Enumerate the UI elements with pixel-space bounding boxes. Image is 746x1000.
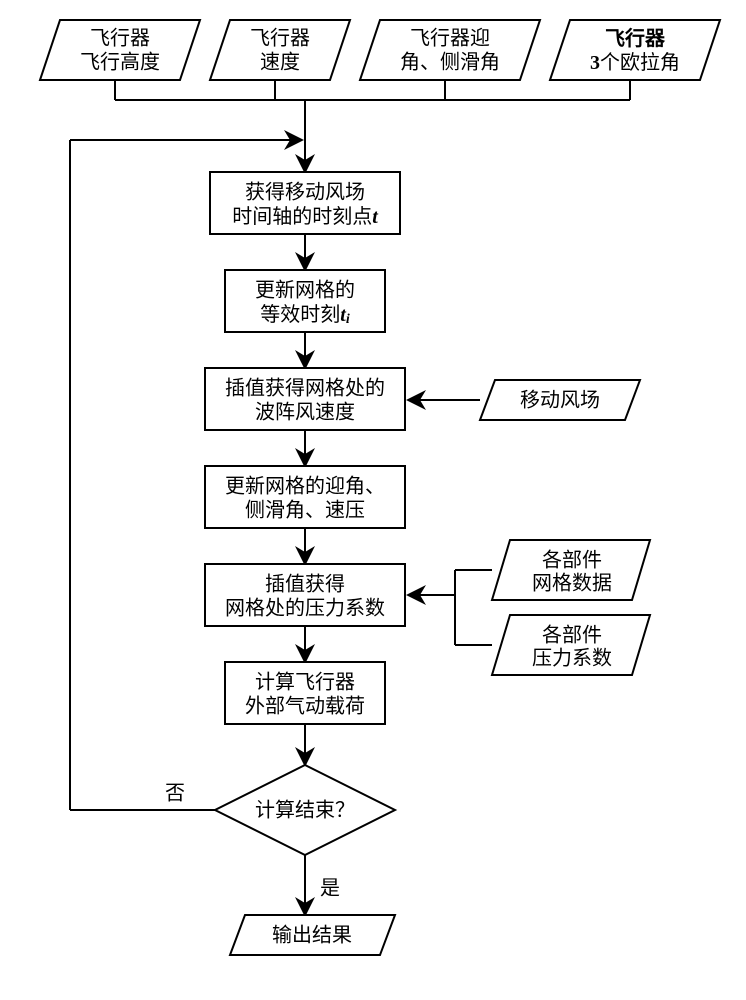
side-pressure-coef: 各部件 压力系数 bbox=[492, 615, 650, 675]
side-windfield-text: 移动风场 bbox=[520, 389, 600, 412]
decision-text: 计算结束？ bbox=[255, 799, 355, 822]
step2-line2: 等效时刻ti bbox=[260, 303, 350, 328]
side-windfield: 移动风场 bbox=[480, 380, 640, 420]
input-altitude-line1: 飞行器 bbox=[90, 27, 150, 50]
step5-line1: 插值获得 bbox=[265, 573, 345, 596]
input-speed-line1: 飞行器 bbox=[250, 27, 310, 50]
input-altitude: 飞行器 飞行高度 bbox=[40, 20, 200, 80]
step3-line2: 波阵风速度 bbox=[255, 401, 355, 424]
step2-box: 更新网格的 等效时刻ti bbox=[225, 270, 385, 332]
decision-yes-label: 是 bbox=[320, 878, 340, 900]
input-speed-line2: 速度 bbox=[260, 51, 300, 74]
step3-line1: 插值获得网格处的 bbox=[225, 377, 385, 400]
step4-line1: 更新网格的迎角、 bbox=[225, 475, 385, 498]
step5-box: 插值获得 网格处的压力系数 bbox=[205, 564, 405, 626]
input-euler-line1: 飞行器 bbox=[605, 26, 666, 50]
side-pcoef-line1: 各部件 bbox=[542, 624, 602, 647]
step3-box: 插值获得网格处的 波阵风速度 bbox=[205, 368, 405, 430]
input-angles-line1: 飞行器迎 bbox=[410, 27, 490, 50]
output-text: 输出结果 bbox=[272, 924, 352, 947]
input-angles: 飞行器迎 角、侧滑角 bbox=[360, 20, 540, 80]
step6-line2: 外部气动载荷 bbox=[245, 695, 365, 718]
step4-line2: 侧滑角、速压 bbox=[245, 499, 365, 522]
merge-lines bbox=[115, 80, 630, 170]
step1-box: 获得移动风场 时间轴的时刻点t bbox=[210, 172, 400, 234]
side-grid-line2: 网格数据 bbox=[532, 572, 612, 595]
decision-no-label: 否 bbox=[165, 783, 185, 805]
flowchart: 飞行器 飞行高度 飞行器 速度 飞行器迎 角、侧滑角 飞行器 3个欧拉角 获得移… bbox=[0, 0, 746, 1000]
decision-diamond: 计算结束？ bbox=[215, 765, 395, 855]
input-euler: 飞行器 3个欧拉角 bbox=[550, 20, 720, 80]
input-angles-line2: 角、侧滑角 bbox=[400, 51, 500, 74]
output-box: 输出结果 bbox=[230, 915, 395, 955]
step1-line1: 获得移动风场 bbox=[245, 181, 365, 204]
step4-box: 更新网格的迎角、 侧滑角、速压 bbox=[205, 466, 405, 528]
step5-line2: 网格处的压力系数 bbox=[225, 597, 385, 620]
input-euler-line2: 3个欧拉角 bbox=[590, 51, 680, 74]
side-grid-data: 各部件 网格数据 bbox=[492, 540, 650, 600]
side-pcoef-line2: 压力系数 bbox=[532, 647, 612, 670]
side-grid-line1: 各部件 bbox=[542, 549, 602, 572]
step6-line1: 计算飞行器 bbox=[255, 671, 355, 694]
step6-box: 计算飞行器 外部气动载荷 bbox=[225, 662, 385, 724]
input-speed: 飞行器 速度 bbox=[210, 20, 350, 80]
step2-line1: 更新网格的 bbox=[255, 279, 355, 302]
input-altitude-line2: 飞行高度 bbox=[80, 51, 160, 74]
step1-line2: 时间轴的时刻点t bbox=[232, 205, 379, 228]
